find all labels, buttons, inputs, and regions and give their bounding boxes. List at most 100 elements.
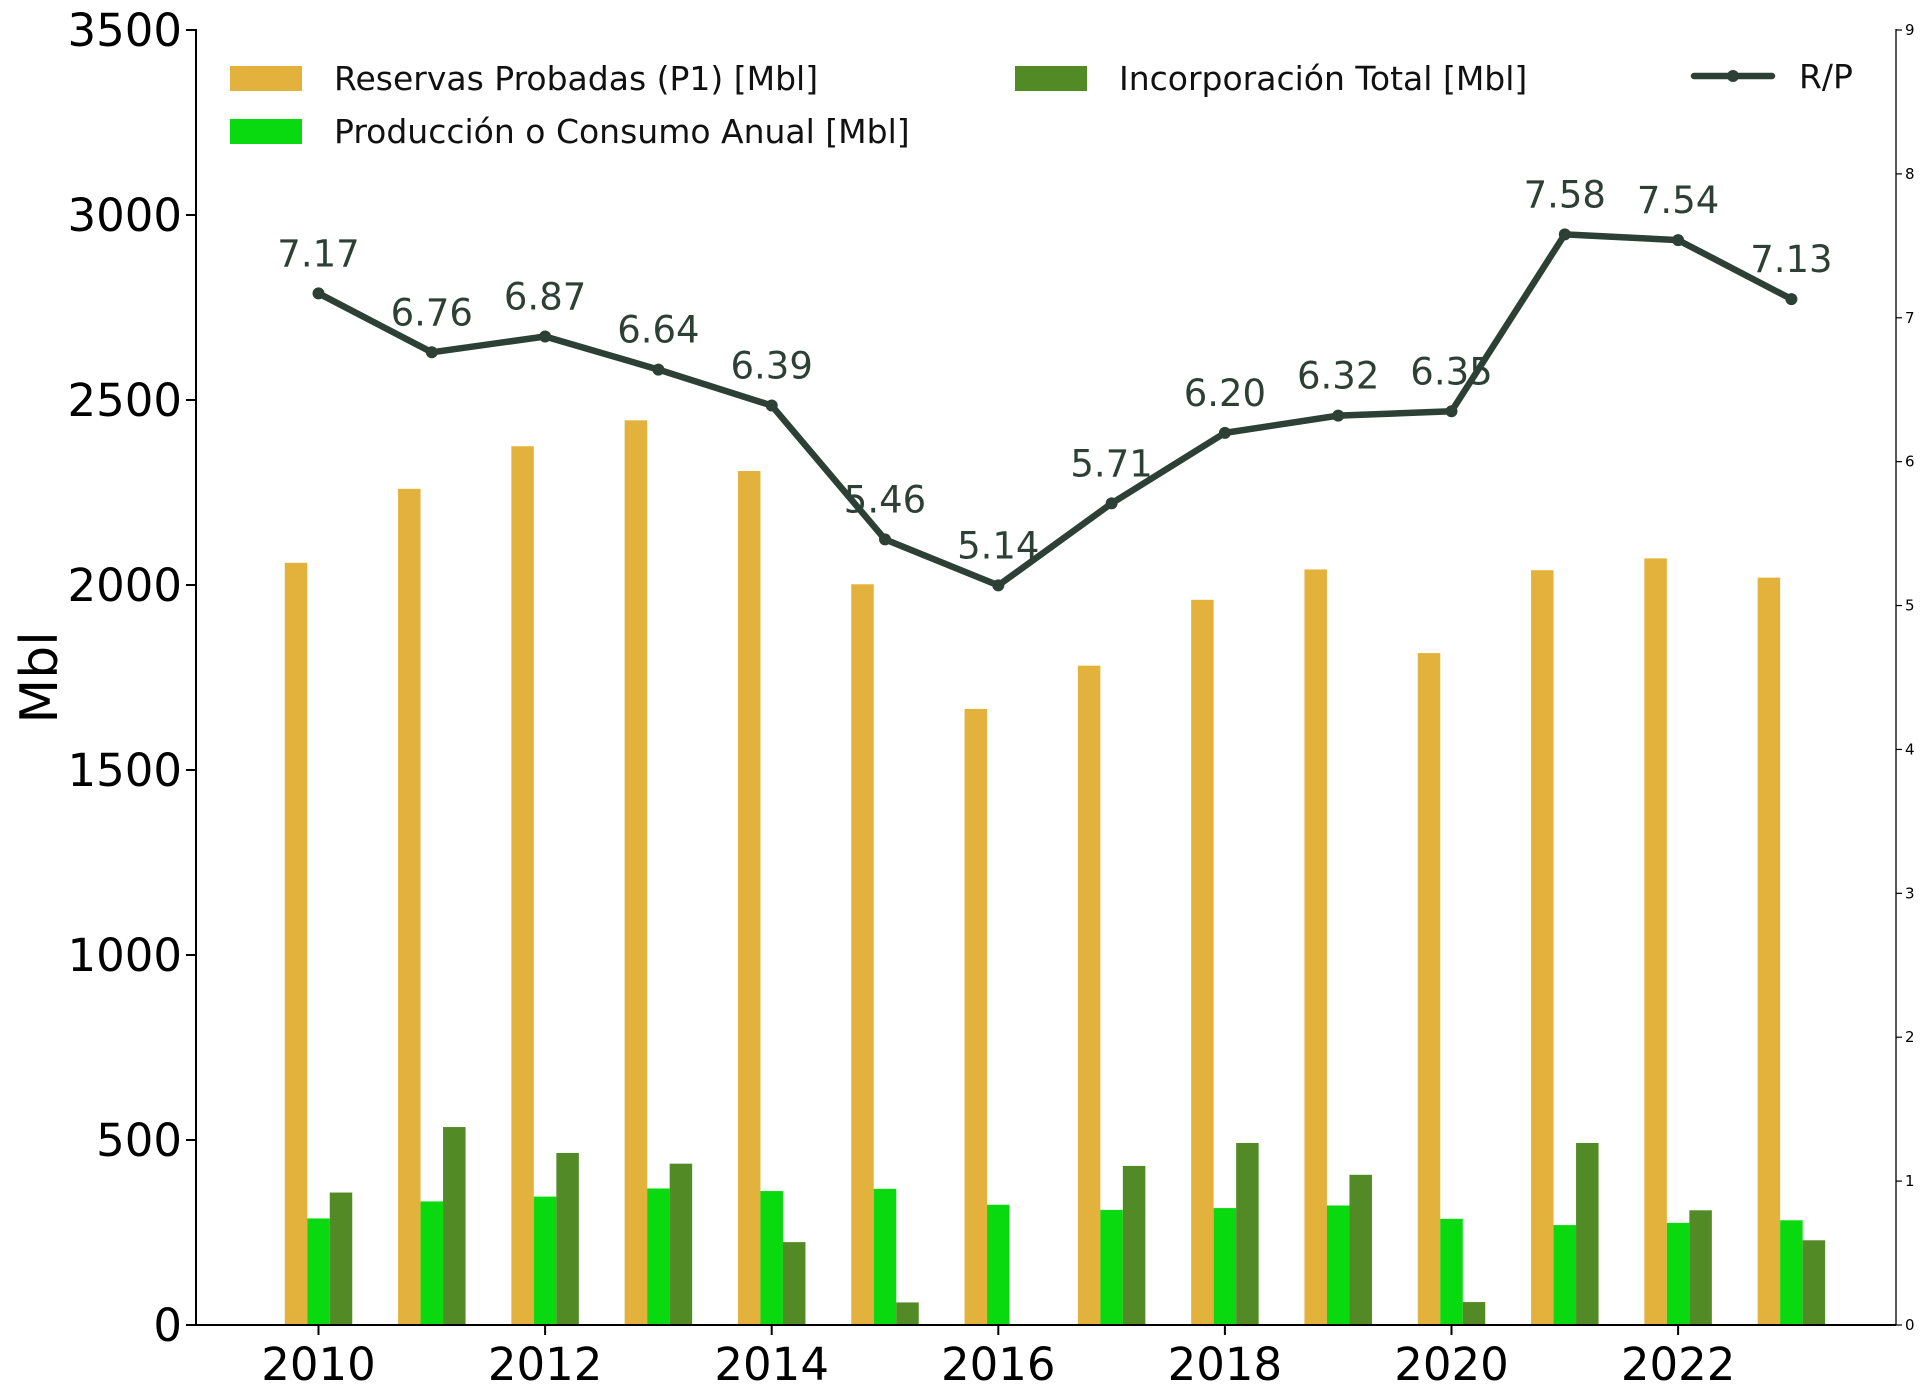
legend: Reservas Probadas (P1) [Mbl] Incorporació… [230, 57, 1853, 151]
rp-point-2023 [1785, 293, 1798, 306]
rp-point-2019 [1332, 409, 1345, 422]
bar-produccion-2015 [873, 1188, 897, 1325]
x-tick-label-2016: 2016 [941, 1338, 1056, 1390]
rp-point-2015 [879, 533, 891, 546]
bar-produccion-2021 [1553, 1225, 1577, 1325]
y-tick-label-2500: 2500 [67, 374, 182, 427]
y-tick-label-3000: 3000 [67, 189, 182, 242]
rp-label-2020: 6.35 [1410, 350, 1492, 393]
y2-tick-label-3: 3 [1905, 884, 1915, 902]
rp-point-2013 [652, 363, 665, 376]
rp-point-2011 [425, 346, 438, 359]
y2-tick-label-1: 1 [1905, 1172, 1915, 1190]
rp-label-2015: 5.46 [844, 478, 926, 521]
y2-tick-label-5: 5 [1905, 597, 1915, 615]
y-axis-label: Mbl [10, 631, 70, 723]
bar-produccion-2016 [987, 1204, 1010, 1325]
rp-label-2019: 6.32 [1297, 355, 1379, 398]
bar-incorporacion-2018 [1236, 1142, 1259, 1325]
axes-layer: 0 500 1000 1500 2000 2500 3000 3500 0 1 2 3 4 5 6 7 8 9 20… [67, 4, 1914, 1390]
rp-label-2021: 7.58 [1524, 173, 1606, 216]
rp-point-2018 [1218, 426, 1231, 439]
bar-incorporacion-2014 [782, 1242, 806, 1325]
legend-label-reservas: Reservas Probadas (P1) [Mbl] [334, 59, 818, 98]
bar-reservas-2014 [737, 471, 761, 1325]
rp-label-2016: 5.14 [957, 524, 1039, 567]
legend-label-incorporacion: Incorporación Total [Mbl] [1119, 59, 1527, 98]
y2-tick-label-6: 6 [1905, 453, 1915, 471]
x-tick-label-2020: 2020 [1394, 1338, 1509, 1390]
legend-label-rp: R/P [1799, 57, 1853, 96]
rp-label-2011: 6.76 [391, 291, 473, 334]
bar-reservas-2011 [398, 488, 421, 1325]
bars-layer [284, 420, 1826, 1326]
bar-reservas-2022 [1644, 558, 1667, 1325]
bar-reservas-2019 [1304, 569, 1327, 1325]
x-tick-label-2014: 2014 [714, 1338, 829, 1390]
rp-line [315, 231, 1795, 589]
bar-produccion-2010 [307, 1218, 330, 1325]
rp-label-2022: 7.54 [1637, 179, 1719, 222]
y-tick-label-3500: 3500 [67, 4, 182, 57]
y2-tick-label-0: 0 [1905, 1316, 1915, 1334]
rp-label-2013: 6.64 [617, 309, 699, 352]
x-tick-label-2022: 2022 [1621, 1338, 1736, 1390]
rp-label-2010: 7.17 [277, 232, 359, 275]
bar-produccion-2019 [1326, 1205, 1350, 1325]
bar-reservas-2012 [511, 446, 534, 1325]
x-tick-label-2012: 2012 [488, 1338, 603, 1390]
y-tick-label-500: 500 [96, 1114, 182, 1167]
bar-produccion-2022 [1666, 1222, 1690, 1325]
rp-point-2021 [1558, 228, 1571, 241]
y2-tick-label-9: 9 [1905, 21, 1915, 39]
y-tick-label-0: 0 [153, 1299, 182, 1352]
y2-tick-label-4: 4 [1905, 740, 1915, 758]
rp-point-2020 [1445, 405, 1458, 418]
bar-incorporacion-2011 [443, 1127, 466, 1325]
bar-reservas-2021 [1531, 570, 1554, 1325]
y2-tick-label-7: 7 [1905, 309, 1915, 327]
bar-incorporacion-2020 [1462, 1302, 1486, 1325]
bar-incorporacion-2013 [669, 1163, 693, 1325]
bar-produccion-2020 [1440, 1218, 1463, 1325]
bar-reservas-2020 [1417, 653, 1441, 1325]
bar-produccion-2018 [1213, 1208, 1237, 1325]
rp-point-2016 [992, 579, 1005, 592]
rp-label-2012: 6.87 [504, 275, 586, 318]
rp-line-layer: 7.17 6.76 6.87 6.64 6.39 5.46 5.14 5.71 6.20 6.32… [277, 173, 1833, 592]
bar-produccion-2023 [1780, 1220, 1803, 1325]
bar-produccion-2014 [760, 1191, 783, 1325]
rp-point-2017 [1105, 497, 1118, 510]
rp-point-2022 [1672, 234, 1685, 247]
x-tick-label-2018: 2018 [1168, 1338, 1283, 1390]
legend-swatch-incorporacion [1015, 66, 1087, 91]
bar-incorporacion-2017 [1122, 1165, 1146, 1325]
legend-swatch-reservas [230, 66, 302, 91]
bar-produccion-2017 [1100, 1209, 1123, 1325]
rp-label-2023: 7.13 [1750, 238, 1832, 281]
rp-label-2017: 5.71 [1070, 442, 1152, 485]
bar-incorporacion-2022 [1689, 1210, 1712, 1325]
bar-reservas-2017 [1077, 665, 1101, 1325]
legend-swatch-rp-marker [1727, 70, 1739, 82]
y-tick-label-1000: 1000 [67, 929, 182, 982]
rp-label-2018: 6.20 [1184, 372, 1266, 415]
bar-incorporacion-2010 [329, 1192, 353, 1325]
bar-produccion-2012 [533, 1196, 557, 1325]
x-tick-label-2010: 2010 [261, 1338, 376, 1390]
y-tick-label-1500: 1500 [67, 744, 182, 797]
y2-tick-label-8: 8 [1905, 165, 1915, 183]
bar-reservas-2023 [1757, 577, 1781, 1325]
bar-incorporacion-2019 [1349, 1174, 1372, 1325]
rp-point-2010 [312, 287, 325, 300]
bar-reservas-2016 [964, 708, 988, 1325]
legend-swatch-produccion [230, 119, 302, 144]
legend-label-produccion: Producción o Consumo Anual [Mbl] [334, 112, 910, 151]
bar-produccion-2011 [420, 1201, 444, 1325]
rp-point-2014 [765, 399, 778, 412]
bar-reservas-2015 [851, 584, 874, 1325]
rp-label-2014: 6.39 [731, 345, 813, 388]
rp-point-2012 [539, 330, 552, 343]
y-tick-label-2000: 2000 [67, 559, 182, 612]
